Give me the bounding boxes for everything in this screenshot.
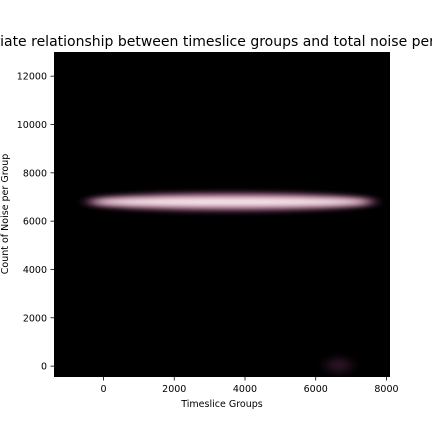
x-tick-label: 4000 (233, 384, 257, 395)
density-layer (82, 191, 380, 372)
x-tick-label: 8000 (374, 384, 398, 395)
plot-area (54, 52, 390, 377)
y-tick-label: 12000 (17, 72, 47, 83)
y-tick-label: 8000 (23, 168, 47, 179)
y-tick-label: 4000 (23, 265, 47, 276)
x-tick-label: 0 (100, 384, 106, 395)
y-axis-label: Count of Noise per Group (0, 154, 11, 275)
chart-title: Bivariate relationship between timeslice… (0, 34, 432, 50)
density-contour (326, 358, 352, 372)
y-axis: 0 2000 4000 6000 8000 10000 12000 (17, 72, 54, 373)
x-axis-label: Timeslice Groups (180, 399, 262, 410)
density-region (326, 358, 352, 372)
x-tick-label: 6000 (304, 384, 328, 395)
x-axis: 0 2000 4000 6000 8000 (100, 377, 399, 395)
density-contour (95, 197, 367, 206)
y-tick-label: 6000 (23, 217, 47, 228)
y-tick-label: 0 (41, 362, 47, 373)
x-tick-label: 2000 (162, 384, 186, 395)
y-tick-label: 2000 (23, 313, 47, 324)
density-region (82, 191, 380, 212)
y-tick-label: 10000 (17, 120, 47, 131)
